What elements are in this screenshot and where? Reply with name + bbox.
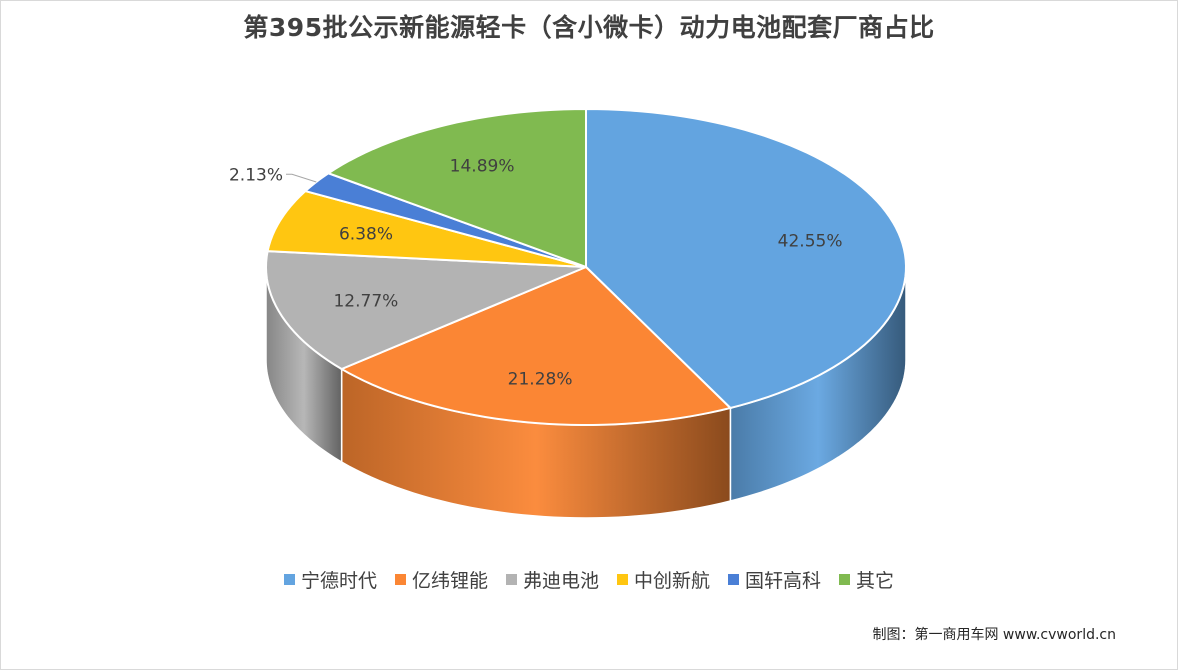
legend-label: 宁德时代 bbox=[300, 570, 377, 592]
chart-title: 第395批公示新能源轻卡（含小微卡）动力电池配套厂商占比 bbox=[243, 13, 935, 42]
slice-3 bbox=[266, 189, 587, 268]
pie-top bbox=[264, 107, 907, 426]
legend-swatch bbox=[394, 574, 406, 585]
legend-item-1: 亿纬锂能 bbox=[394, 566, 488, 593]
legend-item-4: 国轩高科 bbox=[728, 566, 821, 593]
leader-line-4 bbox=[286, 173, 317, 183]
slice-5 bbox=[326, 107, 587, 269]
data-label-2: 12.77% bbox=[333, 292, 398, 312]
legend-label: 亿纬锂能 bbox=[411, 570, 488, 592]
pie-labels: 42.55% 21.28% 12.77% 6.38% 2.13% 14.89% bbox=[229, 157, 843, 390]
legend-swatch bbox=[283, 574, 295, 585]
chart-legend: 宁德时代 亿纬锂能 弗迪电池 中创新航 国轩高科 其它 bbox=[0, 566, 1178, 593]
slice-0 bbox=[585, 107, 907, 410]
data-label-5: 14.89% bbox=[450, 157, 515, 177]
data-label-3: 6.38% bbox=[339, 224, 393, 244]
legend-swatch bbox=[839, 574, 851, 585]
legend-item-0: 宁德时代 bbox=[283, 566, 377, 593]
legend-item-3: 中创新航 bbox=[617, 566, 710, 593]
legend-swatch bbox=[617, 574, 628, 585]
legend-swatch bbox=[728, 574, 740, 585]
legend-label: 中创新航 bbox=[634, 570, 711, 592]
data-label-0: 42.55% bbox=[778, 232, 843, 252]
legend-label: 国轩高科 bbox=[745, 570, 822, 592]
data-label-4: 2.13% bbox=[229, 165, 283, 185]
legend-label: 其它 bbox=[856, 570, 895, 592]
legend-label: 弗迪电池 bbox=[522, 570, 599, 592]
legend-item-5: 其它 bbox=[839, 566, 894, 593]
legend-swatch bbox=[505, 574, 517, 585]
slice-1 bbox=[339, 265, 733, 426]
data-label-1: 21.28% bbox=[508, 370, 573, 390]
chart-credit: 制图：第一商用车网 www.cvworld.cn bbox=[872, 627, 1116, 643]
slice-2 bbox=[264, 250, 587, 371]
legend-item-2: 弗迪电池 bbox=[505, 566, 599, 593]
